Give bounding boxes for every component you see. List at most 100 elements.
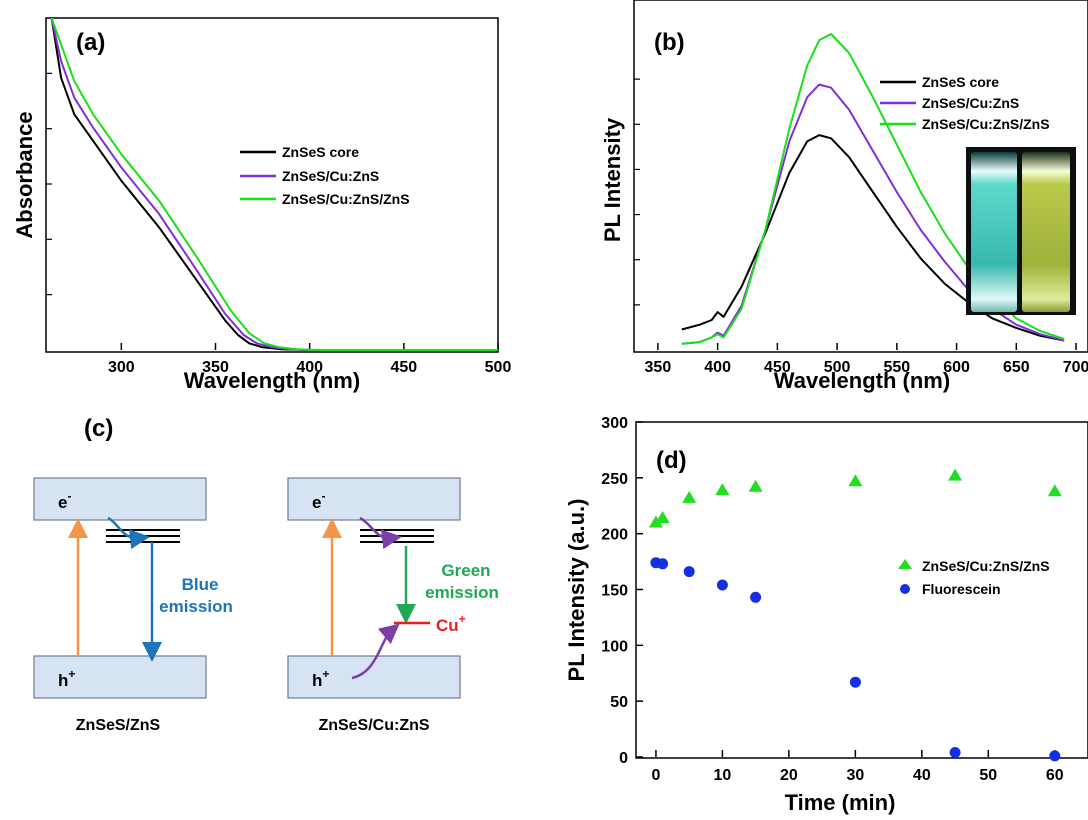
- series-line-3: [50, 17, 498, 351]
- data-point-circle: [750, 591, 762, 603]
- x-tick-label: 350: [202, 359, 229, 376]
- y-tick-label: 150: [601, 583, 628, 600]
- y-tick-label: 0: [619, 750, 628, 767]
- panel-d-y-axis-title: PL Intensity (a.u.): [564, 499, 589, 682]
- panel-b-legend-label-3: ZnSeS/Cu:ZnS/ZnS: [922, 116, 1050, 132]
- panel-d-label: (d): [656, 447, 687, 474]
- panel-b-plot-frame: [633, 0, 1088, 353]
- blue-emission-label-1: Blue: [182, 575, 219, 594]
- x-tick-label: 550: [883, 359, 910, 376]
- series-line-1: [50, 17, 498, 351]
- panel-c-label: (c): [84, 415, 113, 442]
- green-emission-label-2: emission: [425, 583, 499, 602]
- x-tick-label: 300: [108, 359, 135, 376]
- diagram-right: e- h+ Cu+ Green emission ZnSeS/Cu:ZnS: [287, 477, 499, 734]
- green-emission-label-1: Green: [441, 561, 490, 580]
- panel-b-legend: ZnSeS core ZnSeS/Cu:ZnS ZnSeS/Cu:ZnS/ZnS: [880, 74, 1050, 132]
- panel-d-legend-marker-1: [898, 559, 912, 569]
- data-point-triangle: [655, 511, 670, 523]
- x-tick-label: 30: [846, 767, 864, 784]
- panel-a-x-ticks: 300 350 400 450 500: [108, 343, 511, 376]
- electron-label-left: e-: [58, 489, 71, 512]
- panel-a: (a) Wavelength (nm) Absorbance 300 350 400…: [12, 17, 511, 393]
- panel-b-legend-label-2: ZnSeS/Cu:ZnS: [922, 95, 1019, 111]
- x-tick-label: 500: [824, 359, 851, 376]
- x-tick-label: 700: [1063, 359, 1088, 376]
- x-tick-label: 50: [979, 767, 997, 784]
- data-point-circle: [1049, 750, 1061, 762]
- panel-c: (c) e- h+ Blue emission ZnSeS/ZnS: [33, 415, 499, 734]
- data-point-triangle: [948, 468, 963, 481]
- conduction-band-right: [287, 477, 461, 521]
- panel-b-legend-label-1: ZnSeS core: [922, 74, 999, 90]
- panel-a-y-ticks: [46, 72, 52, 296]
- panel-b-y-ticks: [634, 78, 640, 306]
- x-tick-label: 400: [704, 359, 731, 376]
- relaxation-arrow-left: [107, 516, 150, 550]
- hole-label-left: h+: [58, 667, 75, 690]
- panel-d-ticks: 0 10 20 30 40 50 60 0 50 100 150 200 250 300: [601, 415, 1063, 784]
- panel-d: (d) Time (min) PL Intensity (a.u.) 0 10 20…: [564, 415, 1088, 815]
- hole-capture-arrow: [351, 623, 400, 680]
- panel-a-legend-label-1: ZnSeS core: [282, 144, 359, 160]
- vial-yellow: [1022, 152, 1070, 312]
- panel-a-series: [50, 17, 498, 351]
- y-tick-label: 100: [601, 638, 628, 655]
- panel-a-label: (a): [76, 29, 105, 56]
- data-point-circle: [716, 579, 728, 591]
- blue-emission-label-2: emission: [159, 597, 233, 616]
- diagram-right-caption: ZnSeS/Cu:ZnS: [318, 717, 429, 734]
- cu-label: Cu+: [436, 612, 466, 635]
- panel-a-plot-frame: [45, 17, 499, 353]
- x-tick-label: 40: [913, 767, 931, 784]
- x-tick-label: 450: [764, 359, 791, 376]
- panel-a-legend-label-2: ZnSeS/Cu:ZnS: [282, 168, 379, 184]
- panel-b-x-axis-title: Wavelength (nm): [774, 368, 950, 393]
- hole-label-right: h+: [312, 667, 329, 690]
- diagram-left-caption: ZnSeS/ZnS: [76, 717, 161, 734]
- x-tick-label: 60: [1046, 767, 1064, 784]
- data-point-triangle: [848, 474, 863, 487]
- y-tick-label: 200: [601, 527, 628, 544]
- x-tick-label: 0: [651, 767, 660, 784]
- relaxation-arrow-right: [359, 516, 402, 550]
- data-point-circle: [849, 676, 861, 688]
- data-point-circle: [683, 566, 695, 578]
- x-tick-label: 400: [296, 359, 323, 376]
- diagram-left: e- h+ Blue emission ZnSeS/ZnS: [33, 477, 233, 734]
- x-tick-label: 450: [390, 359, 417, 376]
- panel-b-x-ticks: 350 400 450 500 550 600 650 700: [645, 343, 1088, 376]
- panel-a-y-axis-title: Absorbance: [12, 111, 37, 238]
- y-tick-label: 300: [601, 415, 628, 432]
- data-point-triangle: [748, 479, 763, 492]
- data-point-triangle: [648, 515, 663, 528]
- panel-b-y-axis-title: PL Intensity: [600, 117, 625, 242]
- panel-d-legend-label-2: Fluorescein: [922, 581, 1001, 597]
- panel-d-plot-frame: [635, 421, 1088, 759]
- panel-d-legend: ZnSeS/Cu:ZnS/ZnS Fluorescein: [898, 558, 1050, 597]
- panel-a-legend-label-3: ZnSeS/Cu:ZnS/ZnS: [282, 191, 410, 207]
- data-point-triangle: [1047, 484, 1062, 497]
- conduction-band-left: [33, 477, 207, 521]
- panel-a-x-axis-title: Wavelength (nm): [184, 368, 360, 393]
- x-tick-label: 500: [485, 359, 512, 376]
- panel-d-series: [648, 468, 1062, 762]
- x-tick-label: 350: [645, 359, 672, 376]
- panel-d-legend-label-1: ZnSeS/Cu:ZnS/ZnS: [922, 558, 1050, 574]
- data-point-triangle: [715, 483, 730, 496]
- x-tick-label: 10: [714, 767, 732, 784]
- panel-d-legend-marker-2: [900, 584, 910, 594]
- panel-a-legend: ZnSeS core ZnSeS/Cu:ZnS ZnSeS/Cu:ZnS/ZnS: [240, 144, 410, 207]
- y-tick-label: 250: [601, 471, 628, 488]
- series-line-2: [50, 17, 498, 351]
- panel-b-label: (b): [654, 29, 685, 56]
- vial-cyan: [971, 152, 1017, 312]
- electron-label-right: e-: [312, 489, 325, 512]
- inset-vial-photo: [966, 147, 1076, 315]
- x-tick-label: 600: [943, 359, 970, 376]
- x-tick-label: 650: [1003, 359, 1030, 376]
- panel-d-x-axis-title: Time (min): [785, 790, 896, 815]
- panel-b: (b) Wavelength (nm) PL Intensity 350 400 4…: [600, 0, 1088, 393]
- data-point-circle: [949, 747, 961, 758]
